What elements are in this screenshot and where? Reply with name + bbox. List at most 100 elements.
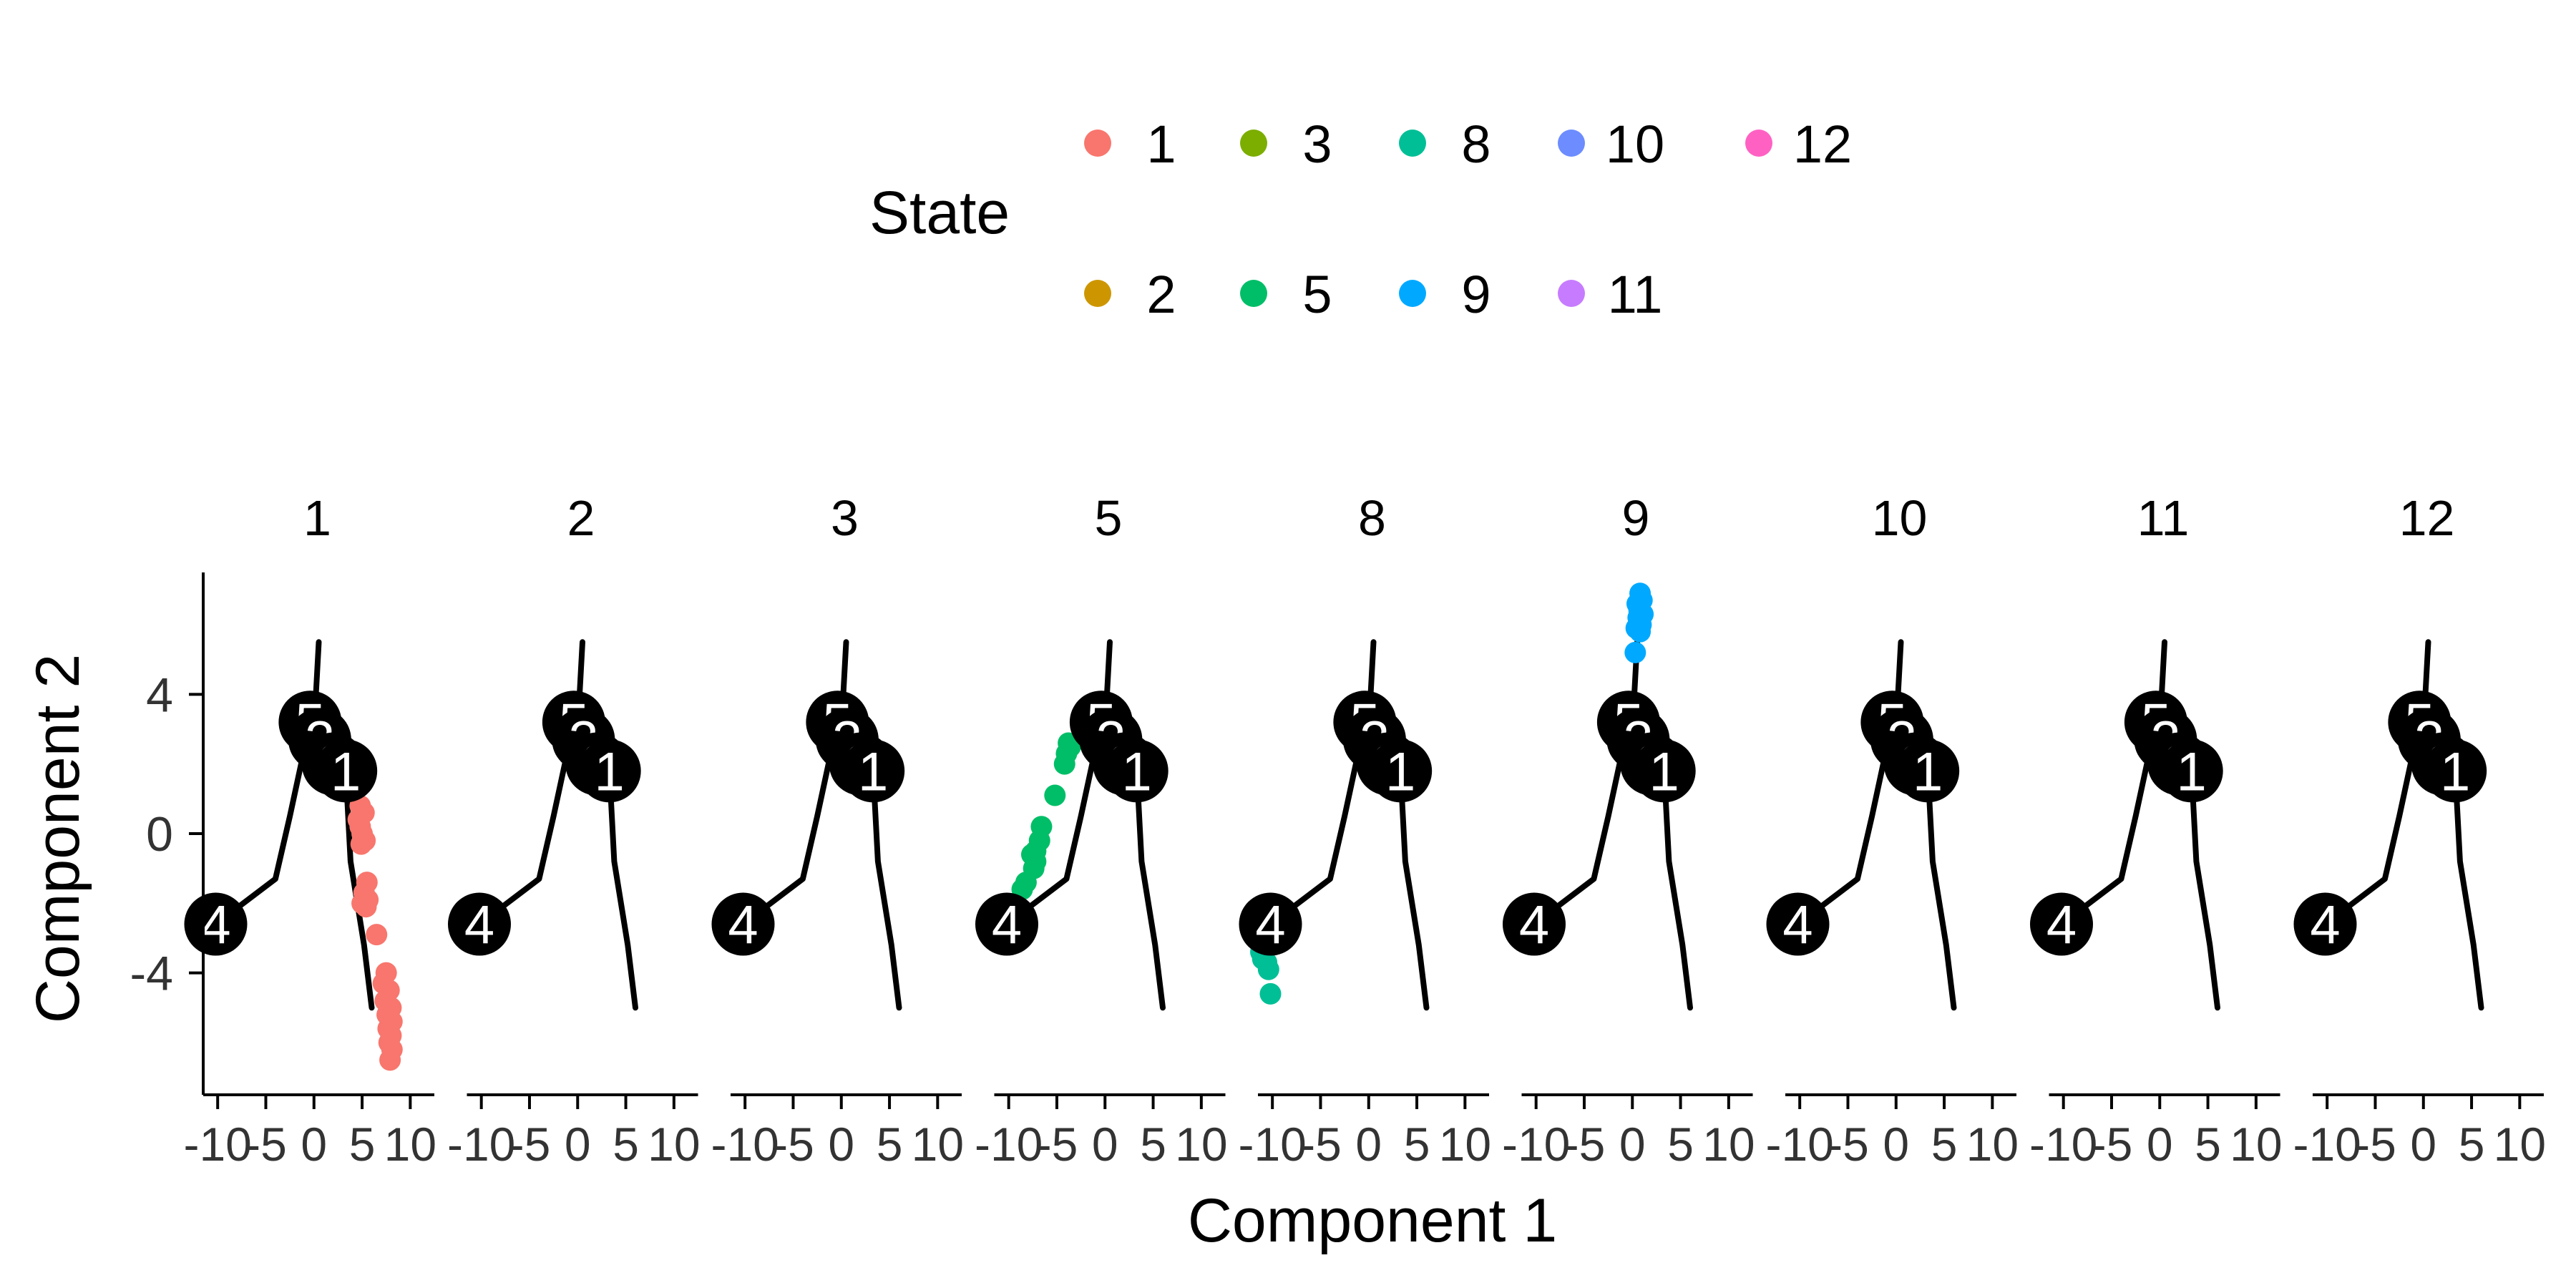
x-tick-label: 0 [301, 1118, 327, 1171]
facet-title: 2 [567, 490, 595, 546]
facet-panel: 3-10-5051052314 [711, 490, 964, 1171]
cell-point [1629, 620, 1652, 643]
branch-node-circle [1369, 739, 1433, 803]
cell-point [366, 924, 388, 946]
trajectory-branch [477, 719, 577, 927]
facet-title: 1 [303, 490, 331, 546]
y-tick-label: -4 [130, 947, 173, 1001]
branch-node: 1 [1369, 739, 1433, 803]
cell-point [1259, 982, 1282, 1005]
legend-entry: 8 [1399, 114, 1491, 174]
branch-node-label: 4 [1519, 895, 1549, 956]
branch-node-label: 1 [1385, 741, 1415, 802]
x-tick-label: -10 [2029, 1118, 2097, 1171]
branch-node-label: 4 [2310, 895, 2340, 956]
branch-node-label: 4 [992, 895, 1022, 956]
branch-node-circle [1632, 739, 1696, 803]
branch-node: 4 [1502, 892, 1566, 956]
branch-node-label: 4 [2046, 895, 2077, 956]
legend-title: State [869, 179, 1010, 246]
y-axis: -4 0 4 [130, 572, 205, 1095]
legend-key-dot [1084, 280, 1111, 307]
facet-panel: 8-10-5051052314 [1238, 490, 1491, 1171]
x-tick-label: 5 [613, 1118, 639, 1171]
x-tick-label: 10 [1175, 1118, 1227, 1171]
legend-label: 11 [1608, 265, 1663, 324]
legend-label: 3 [1302, 114, 1332, 174]
legend-label: 8 [1461, 114, 1491, 174]
branch-node: 4 [2293, 892, 2357, 956]
branch-node-label: 1 [1122, 741, 1152, 802]
legend-key-dot [1558, 130, 1585, 157]
branch-node-circle [1896, 739, 1960, 803]
cell-point [1059, 736, 1081, 758]
x-tick-label: -5 [2091, 1118, 2133, 1171]
legend-key-dot [1399, 130, 1426, 157]
trajectory-branch [740, 719, 841, 927]
branch-node-label: 1 [595, 741, 625, 802]
legend-entry: 2 [1084, 265, 1176, 324]
x-tick-label: 5 [349, 1118, 376, 1171]
branch-node-circle [1502, 892, 1566, 956]
x-tick-label: 5 [2459, 1118, 2485, 1171]
cell-point [1624, 641, 1646, 663]
facet-title: 5 [1095, 490, 1123, 546]
branch-node-circle [2293, 892, 2357, 956]
branch-node: 1 [577, 739, 641, 803]
trajectory-branch [2322, 719, 2423, 927]
branch-node: 1 [2424, 739, 2487, 803]
legend-label: 10 [1606, 114, 1664, 174]
x-tick-label: -10 [1502, 1118, 1570, 1171]
legend-label: 9 [1461, 265, 1491, 324]
x-tick-label: 0 [1092, 1118, 1118, 1171]
branch-node-label: 4 [1782, 895, 1813, 956]
cell-point [1053, 753, 1075, 775]
legend-key-dot [1558, 280, 1585, 307]
x-tick-label: 0 [1883, 1118, 1909, 1171]
legend-key-dot [1084, 130, 1111, 157]
branch-node-label: 4 [728, 895, 758, 956]
legend-label: 1 [1146, 114, 1176, 174]
branch-node: 4 [1766, 892, 1830, 956]
branch-node-circle [2424, 739, 2487, 803]
trajectory-branch [1004, 719, 1104, 927]
y-axis-title: Component 2 [24, 654, 92, 1023]
branch-node: 1 [1896, 739, 1960, 803]
facet-title: 10 [1872, 490, 1928, 546]
branch-node-label: 1 [858, 741, 888, 802]
x-tick-label: 10 [2494, 1118, 2546, 1171]
branch-node: 1 [314, 739, 378, 803]
branch-node-label: 4 [464, 895, 494, 956]
cell-point [1044, 784, 1066, 806]
x-tick-label: 5 [1931, 1118, 1958, 1171]
x-tick-label: 0 [565, 1118, 591, 1171]
x-tick-label: -10 [2293, 1118, 2361, 1171]
facet-title: 9 [1622, 490, 1650, 546]
branch-node-label: 1 [1913, 741, 1943, 802]
trajectory-branch [1531, 719, 1631, 927]
facet-panel: 12-10-5051052314 [2293, 490, 2546, 1171]
x-tick-label: 0 [2410, 1118, 2436, 1171]
x-tick-label: -5 [2354, 1118, 2396, 1171]
x-tick-label: -10 [975, 1118, 1043, 1171]
branch-node-circle [577, 739, 641, 803]
branch-node: 4 [447, 892, 511, 956]
x-tick-label: 5 [1404, 1118, 1430, 1171]
legend-entry: 12 [1745, 114, 1852, 174]
branch-node-circle [711, 892, 775, 956]
x-tick-label: 10 [384, 1118, 436, 1171]
x-tick-label: 5 [2195, 1118, 2221, 1171]
branch-node: 4 [711, 892, 775, 956]
x-tick-label: 10 [912, 1118, 964, 1171]
legend-label: 5 [1302, 265, 1332, 324]
x-tick-label: -10 [1238, 1118, 1306, 1171]
branch-node-circle [1239, 892, 1302, 956]
x-tick-label: -5 [245, 1118, 287, 1171]
facet-panel: 10-10-5051052314 [1765, 490, 2019, 1171]
branch-node-label: 1 [2177, 741, 2207, 802]
x-tick-label: 5 [877, 1118, 903, 1171]
x-tick-label: -5 [1827, 1118, 1869, 1171]
branch-node-circle [2029, 892, 2093, 956]
